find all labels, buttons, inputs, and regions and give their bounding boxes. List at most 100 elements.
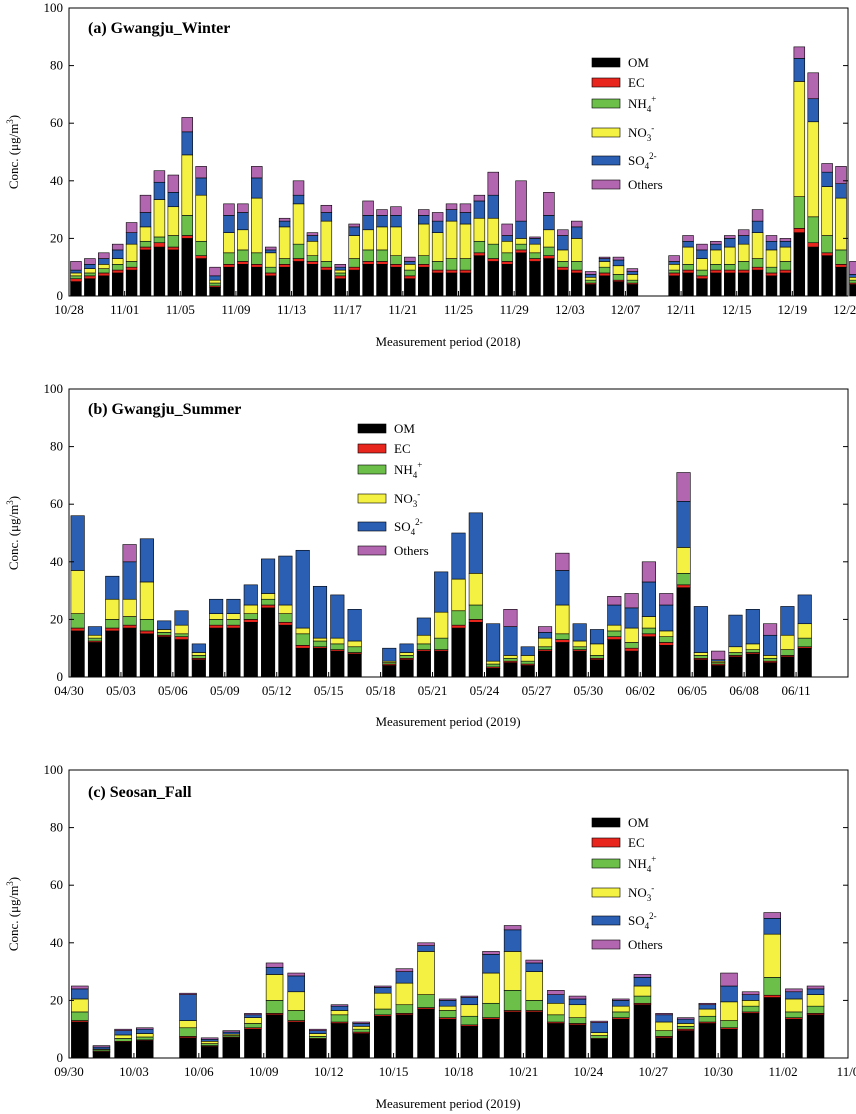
- bar-segment-so4: [682, 240, 694, 248]
- stacked-bar: [698, 1002, 717, 1059]
- bar-segment-so4: [515, 220, 527, 239]
- stacked-bar: [278, 555, 293, 678]
- bar-segment-others: [306, 232, 319, 236]
- bar-segment-so4: [741, 994, 760, 1001]
- bar-segment-nh4: [696, 269, 708, 277]
- bar-segment-no3: [780, 634, 795, 650]
- stacked-bar: [487, 171, 500, 297]
- bar-segment-ec: [348, 266, 360, 271]
- bar-segment-no3: [821, 186, 833, 236]
- bar-segment-others: [806, 985, 825, 990]
- bar-segment-others: [785, 988, 803, 993]
- panel-gwangju-summer: Conc. (μg/m3) (b) Gwangju_Summer Measure…: [5, 381, 849, 729]
- bar-segment-so4: [486, 623, 501, 662]
- bar-segment-nh4: [737, 261, 750, 271]
- bar-segment-no3: [473, 217, 486, 242]
- bar-segment-others: [607, 596, 622, 606]
- bar-segment-so4: [724, 238, 736, 248]
- x-axis-label: Measurement period (2018): [375, 334, 520, 349]
- y-tick-label: 40: [50, 935, 63, 950]
- stacked-bar: [503, 925, 522, 1059]
- bar-segment-so4: [598, 258, 611, 262]
- bar-segment-om: [181, 238, 193, 297]
- bar-segment-ec: [737, 269, 750, 274]
- bar-segment-om: [793, 232, 806, 297]
- bar-segment-nh4: [626, 279, 639, 284]
- stacked-bar: [390, 206, 402, 297]
- bar-segment-ec: [390, 264, 402, 268]
- bar-segment-no3: [70, 570, 85, 614]
- bar-segment-others: [571, 220, 583, 228]
- bar-segment-others: [737, 229, 750, 236]
- bar-segment-no3: [330, 1010, 349, 1016]
- stacked-bar: [765, 235, 778, 297]
- bar-segment-no3: [306, 240, 319, 256]
- bar-segment-om: [780, 656, 795, 678]
- y-tick-label: 80: [50, 439, 63, 454]
- stacked-bar: [737, 229, 750, 297]
- bar-segment-no3: [501, 240, 513, 254]
- stacked-bar: [641, 561, 656, 678]
- bar-segment-so4: [434, 571, 449, 613]
- bar-segment-no3: [237, 229, 249, 251]
- x-tick-label: 05/21: [418, 683, 448, 698]
- bar-segment-so4: [835, 183, 847, 199]
- stacked-bar: [157, 620, 172, 678]
- bar-segment-no3: [139, 581, 154, 620]
- bar-segment-no3: [261, 593, 276, 600]
- bar-segment-no3: [724, 246, 736, 265]
- bar-segment-ec: [543, 255, 555, 259]
- stacked-bar: [404, 256, 416, 297]
- bar-segment-nh4: [390, 255, 402, 265]
- bar-segment-no3: [105, 598, 120, 620]
- stacked-bar: [222, 1030, 241, 1059]
- bar-segment-nh4: [641, 627, 656, 635]
- bar-segment-om: [751, 269, 764, 297]
- bar-segment-no3: [676, 1023, 695, 1027]
- bar-segment-om: [445, 272, 458, 297]
- bar-segment-nh4: [835, 249, 847, 265]
- bar-segment-nh4: [503, 657, 518, 662]
- bar-segment-no3: [438, 1005, 457, 1011]
- stacked-bar: [84, 258, 96, 297]
- bar-segment-om: [306, 264, 319, 297]
- stacked-bar: [659, 593, 674, 678]
- x-tick-label: 11/29: [500, 302, 529, 317]
- bar-segment-ec: [181, 235, 193, 239]
- stacked-bar: [312, 585, 328, 678]
- bar-segment-so4: [849, 274, 856, 278]
- x-tick-label: 06/02: [625, 683, 655, 698]
- bar-segment-om: [179, 1037, 197, 1059]
- bar-segment-ec: [821, 252, 833, 256]
- bar-segment-ec: [473, 252, 486, 256]
- x-axis-label: Measurement period (2019): [375, 714, 520, 729]
- bar-segment-no3: [399, 652, 414, 656]
- stacked-bar: [292, 180, 305, 297]
- x-tick-label: 10/18: [444, 1064, 474, 1079]
- legend-swatch-no3: [591, 127, 621, 138]
- bar-segment-om: [265, 1014, 284, 1059]
- bar-segment-nh4: [374, 1008, 392, 1016]
- bar-segment-so4: [157, 620, 172, 630]
- bar-segment-no3: [431, 232, 444, 262]
- bar-segment-others: [626, 268, 639, 272]
- bar-segment-ec: [793, 228, 806, 233]
- bar-segment-others: [711, 650, 726, 661]
- bar-segment-nh4: [486, 663, 501, 668]
- bar-segment-nh4: [568, 1017, 587, 1024]
- bar-segment-nh4: [179, 1027, 197, 1037]
- bar-segment-ec: [710, 269, 722, 274]
- bar-segment-ec: [111, 269, 124, 274]
- bar-segment-ec: [807, 242, 819, 248]
- bar-segment-no3: [728, 646, 743, 653]
- bar-segment-so4: [431, 220, 444, 233]
- bar-segment-ec: [571, 269, 583, 274]
- bar-segment-om: [525, 1011, 543, 1059]
- stacked-bar: [114, 1028, 132, 1059]
- bar-segment-others: [676, 472, 691, 502]
- stacked-bar: [226, 598, 241, 678]
- bar-segment-no3: [698, 1008, 717, 1017]
- bar-segment-so4: [84, 264, 96, 269]
- bar-segment-nh4: [114, 1038, 132, 1042]
- bar-segment-ec: [243, 619, 258, 623]
